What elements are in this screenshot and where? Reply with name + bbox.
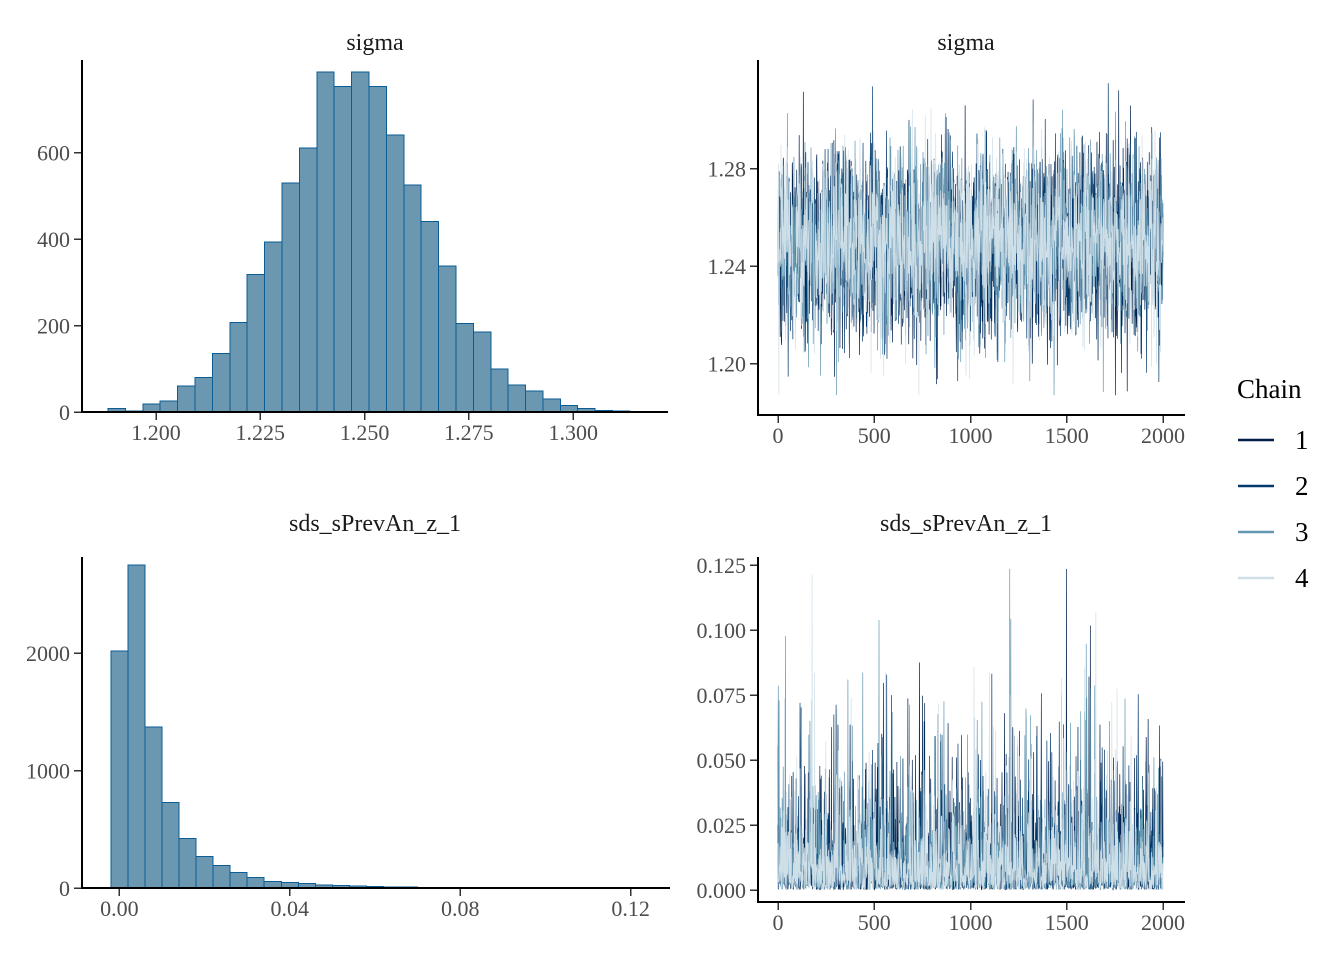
x-axis-tick-label: 1000	[949, 910, 993, 935]
x-axis-tick-label: 1000	[949, 423, 993, 448]
hist-bar	[178, 386, 195, 412]
hist-bar	[508, 385, 525, 412]
x-axis-tick-label: 1500	[1045, 910, 1089, 935]
x-axis-tick-label: 1.250	[340, 420, 390, 445]
hist-bar	[247, 877, 264, 888]
y-axis-tick-label: 200	[37, 314, 70, 339]
x-axis-tick-label: 2000	[1141, 910, 1185, 935]
histogram-bars	[108, 72, 630, 412]
hist-bar	[543, 399, 560, 412]
panel-title: sigma	[346, 30, 404, 56]
y-axis-tick-label: 1.28	[708, 157, 747, 182]
x-axis-tick-label: 1500	[1045, 423, 1089, 448]
x-axis-tick-label: 1.300	[548, 420, 598, 445]
hist-bar	[421, 222, 438, 412]
panel-sds-histogram: 0.00 0.04 0.08 0.12 0 1000 2000 sds_sPrevAn_z_1	[26, 511, 670, 921]
hist-bar	[369, 86, 386, 412]
panel-title: sds_sPrevAn_z_1	[289, 511, 461, 537]
hist-bar	[143, 404, 160, 412]
y-axis-tick-label: 0.050	[697, 748, 747, 773]
x-axis-tick-label: 0.00	[100, 896, 139, 921]
hist-bar	[160, 401, 177, 412]
y-axis-tick-label: 600	[37, 141, 70, 166]
legend-label-chain-2: 2	[1295, 471, 1309, 501]
hist-bar	[299, 148, 316, 412]
y-axis-tick-label: 0.000	[697, 878, 747, 903]
x-axis-tick-label: 1.225	[236, 420, 286, 445]
legend-label-chain-4: 4	[1295, 563, 1309, 593]
hist-bar	[213, 866, 230, 888]
x-axis-tick-label: 2000	[1141, 423, 1185, 448]
hist-bar	[162, 802, 179, 888]
hist-bar	[473, 332, 490, 412]
hist-bar	[230, 322, 247, 412]
hist-bar	[265, 242, 282, 412]
hist-bar	[128, 565, 145, 888]
hist-bar	[491, 369, 508, 412]
y-axis-tick-label: 0	[59, 876, 70, 901]
x-axis-tick-label: 0.12	[611, 896, 650, 921]
panel-sigma-histogram: 1.200 1.225 1.250 1.275 1.300 0 200 400 600 sigma	[37, 30, 668, 445]
hist-bar	[179, 839, 196, 888]
chain-legend: Chain 1 2 3 4	[1237, 374, 1309, 593]
hist-bar	[111, 651, 128, 888]
y-axis-tick-label: 0.075	[697, 683, 747, 708]
legend-label-chain-1: 1	[1295, 425, 1309, 455]
legend-title: Chain	[1237, 374, 1302, 404]
panel-title: sds_sPrevAn_z_1	[880, 511, 1052, 537]
hist-bar	[145, 727, 162, 888]
panel-sigma-trace: 0 500 1000 1500 2000 1.20 1.24 1.28 sigma	[708, 30, 1186, 448]
x-axis-tick-label: 0	[773, 910, 784, 935]
y-axis-tick-label: 0.025	[697, 813, 747, 838]
hist-bar	[439, 266, 456, 412]
x-axis-tick-label: 0.08	[441, 896, 480, 921]
hist-bar	[195, 377, 212, 412]
hist-bar	[526, 391, 543, 412]
hist-bar	[282, 183, 299, 412]
histogram-bars	[111, 565, 639, 888]
hist-bar	[404, 185, 421, 412]
hist-bar	[386, 135, 403, 412]
hist-bar	[317, 72, 334, 412]
hist-bar	[456, 323, 473, 412]
hist-bar	[334, 86, 351, 412]
y-axis-tick-label: 0	[59, 400, 70, 425]
panel-sds-trace: 0 500 1000 1500 2000 0.000 0.025 0.050 0.075 0.10…	[697, 511, 1186, 935]
x-axis-tick-label: 0.04	[271, 896, 310, 921]
panel-title: sigma	[937, 30, 995, 56]
hist-bar	[196, 856, 213, 888]
y-axis-tick-label: 1000	[26, 759, 70, 784]
y-axis-tick-label: 1.24	[708, 254, 747, 279]
legend-label-chain-3: 3	[1295, 517, 1309, 547]
hist-bar	[212, 354, 229, 412]
y-axis-tick-label: 400	[37, 227, 70, 252]
y-axis-tick-label: 0.100	[697, 618, 747, 643]
x-axis-tick-label: 0	[773, 423, 784, 448]
y-axis-tick-label: 2000	[26, 641, 70, 666]
hist-bar	[352, 72, 369, 412]
x-axis-tick-label: 500	[858, 423, 891, 448]
hist-bar	[247, 274, 264, 412]
x-axis-tick-label: 1.200	[131, 420, 181, 445]
y-axis-tick-label: 1.20	[708, 352, 747, 377]
y-axis-tick-label: 0.125	[697, 553, 747, 578]
x-axis-tick-label: 500	[858, 910, 891, 935]
x-axis-tick-label: 1.275	[444, 420, 494, 445]
hist-bar	[230, 873, 247, 888]
